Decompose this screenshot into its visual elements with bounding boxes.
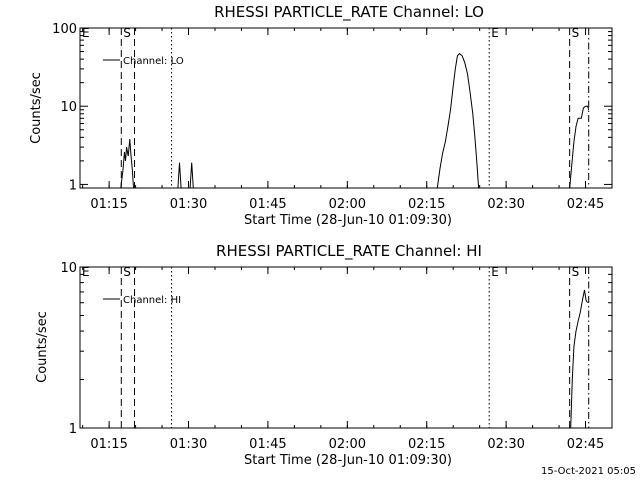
footer-timestamp: 15-Oct-2021 05:05 — [541, 466, 636, 477]
x-tick-label: 02:45 — [567, 437, 604, 452]
data-series-line — [120, 139, 134, 189]
event-marker-label: E — [491, 26, 499, 40]
event-marker-label: S — [123, 265, 131, 279]
event-marker-label: E — [491, 265, 499, 279]
x-tick-label: 01:15 — [90, 197, 127, 212]
data-series-line — [177, 162, 182, 189]
data-series-line — [570, 289, 589, 429]
x-tick-label: 02:00 — [329, 437, 366, 452]
event-marker-label: S — [572, 265, 580, 279]
x-axis-label: Start Time (28-Jun-10 01:09:30) — [244, 453, 452, 468]
panel-hi-channel: RHESSI PARTICLE_RATE Channel: HI Start T… — [35, 242, 613, 468]
legend-label: Channel: LO — [123, 56, 184, 67]
x-tick-label: 02:30 — [487, 437, 524, 452]
y-tick-label: 10 — [60, 261, 77, 276]
event-marker-label: E — [82, 265, 90, 279]
y-axis-label: Counts/sec — [35, 311, 50, 383]
x-tick-label: 01:45 — [249, 197, 286, 212]
x-axis-label: Start Time (28-Jun-10 01:09:30) — [244, 213, 452, 228]
x-tick-label: 02:15 — [408, 437, 445, 452]
x-tick-label: 01:15 — [90, 437, 127, 452]
y-tick-label: 10 — [60, 100, 77, 115]
x-tick-label: 02:30 — [487, 197, 524, 212]
x-tick-label: 02:15 — [408, 197, 445, 212]
legend-label: Channel: HI — [123, 295, 181, 306]
x-tick-label: 02:45 — [567, 197, 604, 212]
y-tick-label: 1 — [69, 422, 77, 437]
event-marker-label: S — [123, 26, 131, 40]
x-tick-label: 01:30 — [170, 437, 207, 452]
panel-lo-channel: RHESSI PARTICLE_RATE Channel: LO Start T… — [29, 3, 613, 228]
data-series-line — [436, 52, 480, 189]
x-tick-label: 01:30 — [170, 197, 207, 212]
x-tick-label: 02:00 — [329, 197, 366, 212]
event-marker-label: S — [572, 26, 580, 40]
data-series-line — [189, 162, 194, 189]
y-tick-label: 100 — [52, 22, 77, 37]
y-axis-label: Counts/sec — [29, 72, 44, 144]
chart-title: RHESSI PARTICLE_RATE Channel: HI — [216, 242, 482, 261]
plot-content: 01:15 01:30 01:45 02:00 02:15 02:30 02:45 1 10 E S… — [60, 261, 613, 452]
event-marker-label: E — [82, 26, 90, 40]
x-tick-label: 01:45 — [249, 437, 286, 452]
y-tick-label: 1 — [69, 178, 77, 193]
data-series-line — [569, 105, 590, 189]
plot-content: 01:15 01:30 01:45 02:00 02:15 02:30 02:45 1 10 10… — [52, 22, 613, 212]
chart-title: RHESSI PARTICLE_RATE Channel: LO — [214, 3, 484, 22]
